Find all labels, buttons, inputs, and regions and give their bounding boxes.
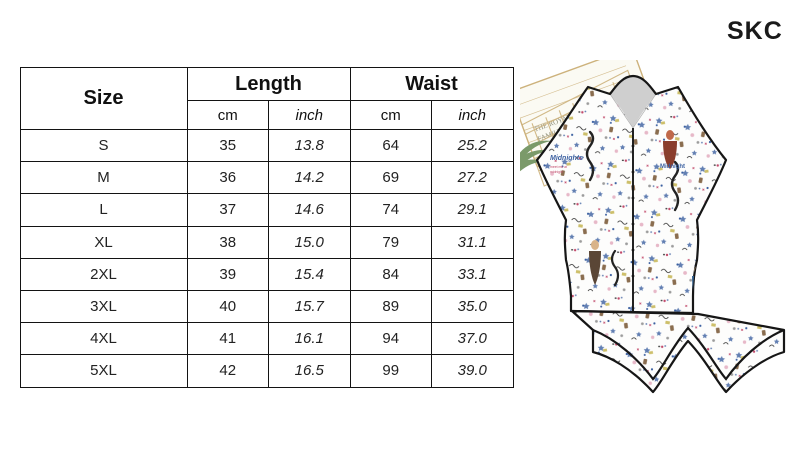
svg-text:midnight: midnight (550, 170, 563, 174)
svg-text:meet me at: meet me at (550, 165, 567, 169)
svg-text:Midnights: Midnights (550, 155, 583, 162)
svg-text:Midnight: Midnight (660, 164, 685, 170)
